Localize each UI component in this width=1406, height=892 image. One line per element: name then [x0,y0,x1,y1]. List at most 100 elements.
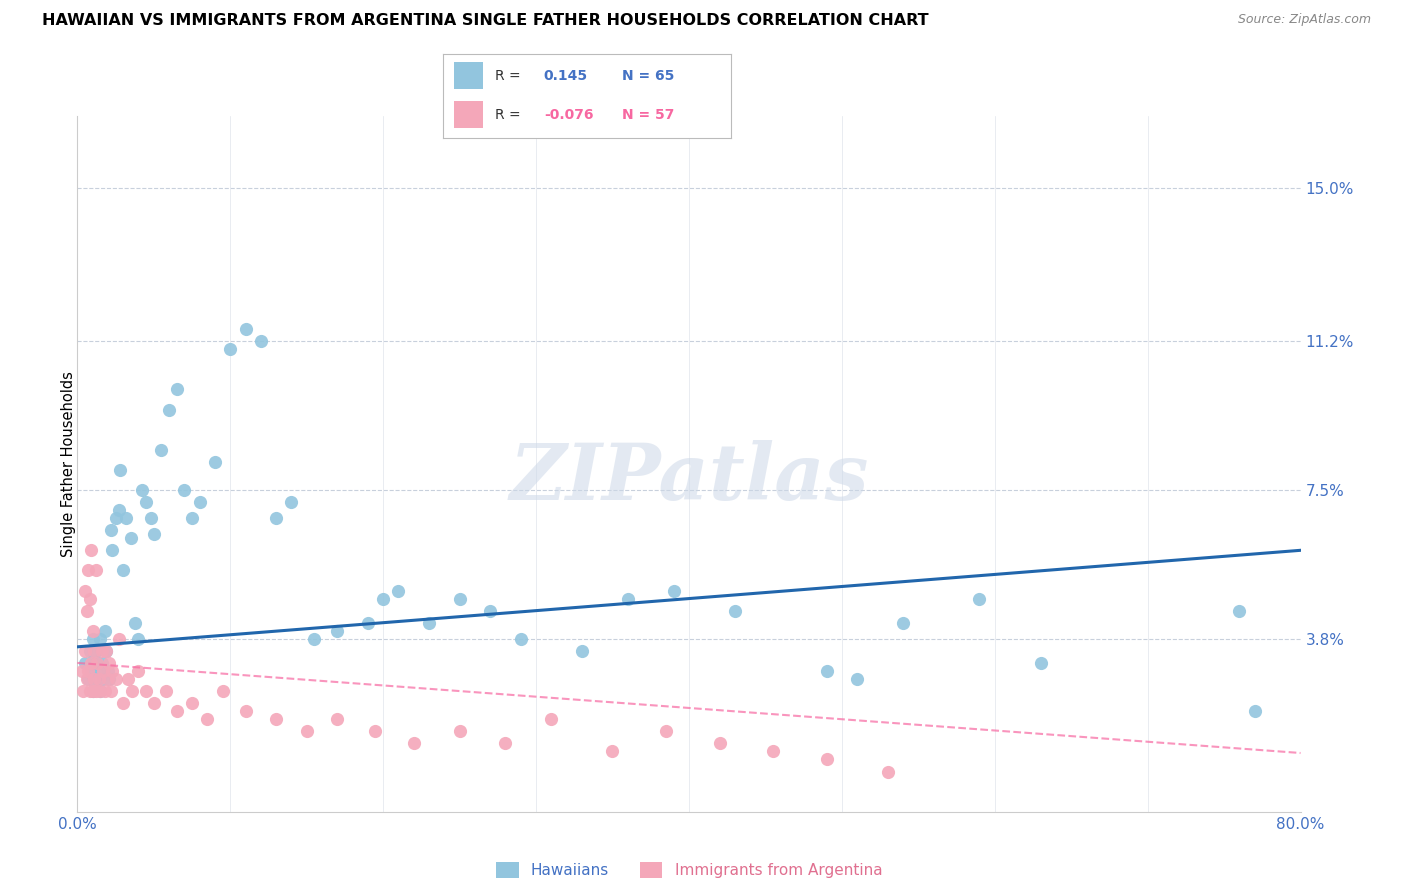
Point [1243,704,1265,718]
Point [891,615,914,630]
Point [204,455,226,469]
Point [815,752,838,766]
Point [79,591,101,606]
Point [724,604,747,618]
Point [602,744,624,758]
Point [94,684,117,698]
Text: ZIPatlas: ZIPatlas [509,440,869,516]
Point [250,334,273,348]
Point [89,684,111,698]
Point [662,583,685,598]
Bar [454,101,484,128]
Point [846,672,869,686]
Point [142,696,165,710]
Point [91,672,114,686]
Text: 0.145: 0.145 [544,69,588,83]
Point [142,527,165,541]
Point [121,684,143,698]
Point [89,684,111,698]
Point [84,672,107,686]
Point [89,632,111,646]
Point [80,656,103,670]
Point [709,736,731,750]
Point [70,664,93,678]
Point [402,736,425,750]
Point [969,591,991,606]
Point [235,704,257,718]
Point [157,402,180,417]
Point [115,511,138,525]
Bar [454,62,484,89]
Point [571,644,593,658]
Point [155,684,177,698]
Point [73,644,96,658]
Point [84,684,107,698]
Point [83,652,105,666]
Point [188,495,211,509]
Point [91,664,114,678]
Point [82,632,104,646]
Point [876,764,898,779]
Point [97,664,120,678]
Point [540,712,562,726]
Point [77,664,100,678]
Point [96,644,118,658]
Point [127,664,149,678]
Point [211,684,233,698]
Point [86,656,108,670]
Text: N = 65: N = 65 [621,69,673,83]
Point [90,644,112,658]
Point [166,704,188,718]
Point [100,523,122,537]
Point [77,672,100,686]
Point [449,724,471,739]
Point [449,591,471,606]
Point [135,684,157,698]
Point [98,672,121,686]
Point [280,495,302,509]
Point [82,684,104,698]
Point [1229,604,1251,618]
Text: R =: R = [495,108,520,121]
Point [101,543,124,558]
Point [76,672,98,686]
Point [98,656,121,670]
Point [72,684,94,698]
Point [76,604,98,618]
Point [120,531,142,545]
Point [364,724,387,739]
Point [135,495,157,509]
Point [86,656,108,670]
Point [79,684,101,698]
Point [112,696,135,710]
Point [304,632,326,646]
Point [195,712,218,726]
Point [264,511,287,525]
Point [104,511,127,525]
Point [107,503,129,517]
Text: Source: ZipAtlas.com: Source: ZipAtlas.com [1237,13,1371,27]
Point [235,322,257,336]
Point [418,615,440,630]
Point [84,563,107,577]
Point [127,632,149,646]
Point [100,684,122,698]
Point [83,644,105,658]
Point [655,724,678,739]
Point [181,511,204,525]
Text: HAWAIIAN VS IMMIGRANTS FROM ARGENTINA SINGLE FATHER HOUSEHOLDS CORRELATION CHART: HAWAIIAN VS IMMIGRANTS FROM ARGENTINA SI… [42,13,929,29]
Point [90,656,112,670]
Point [295,724,318,739]
Point [87,664,110,678]
Point [150,442,173,457]
Point [357,615,380,630]
Point [83,672,105,686]
Point [131,483,153,497]
Point [371,591,394,606]
Point [264,712,287,726]
Point [166,383,188,397]
Point [762,744,785,758]
Point [112,563,135,577]
Point [96,644,118,658]
Point [815,664,838,678]
